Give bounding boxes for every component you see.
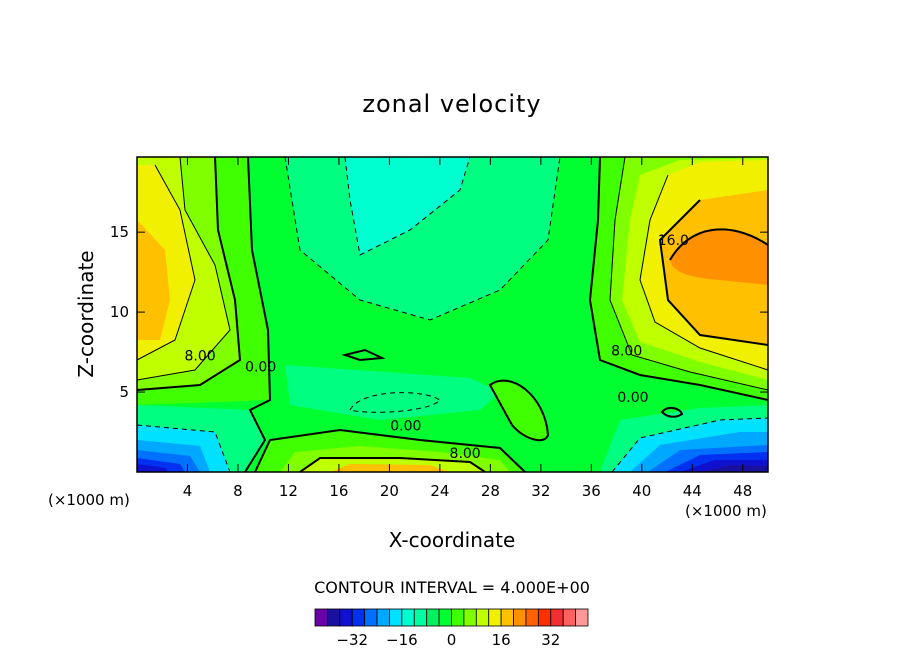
colorbar-tick-label: −16 — [386, 631, 418, 649]
colorbar-swatch — [426, 608, 440, 627]
y-axis-label: Z-coordinate — [74, 250, 98, 377]
y-tick-label: 15 — [110, 223, 129, 241]
x-unit-label-left: (×1000 m) — [48, 491, 130, 509]
colorbar-swatch — [339, 608, 353, 627]
contour-label: 16.0 — [658, 233, 689, 249]
x-tick-label: 28 — [481, 482, 500, 500]
x-tick-label: 12 — [279, 482, 298, 500]
contour-left-thin-2 — [137, 164, 196, 361]
contour-left-thin-1 — [137, 157, 231, 381]
x-tick-label: 8 — [233, 482, 243, 500]
contour-labels: 16.0 8.00 0.00 8.00 0.00 0.00 8.00 — [185, 233, 689, 462]
x-tick-label: 36 — [582, 482, 601, 500]
y-tick-label: 10 — [110, 303, 129, 321]
colorbar-tick-label: 32 — [541, 631, 560, 649]
contour-bottom-zero — [254, 428, 526, 472]
contour-left-zero — [244, 157, 272, 472]
x-unit-label-right: (×1000 m) — [685, 502, 767, 520]
x-tick-label: 24 — [430, 482, 449, 500]
colorbar-swatch — [401, 608, 415, 627]
colorbar-swatch — [513, 608, 527, 627]
colorbar-swatch — [451, 608, 465, 627]
field-region-left-gold — [137, 220, 170, 340]
contour-center-blob — [488, 379, 550, 442]
contour-label: 8.00 — [611, 343, 642, 359]
colorbar-swatch — [314, 608, 328, 627]
colorbar-tick-label: 16 — [492, 631, 511, 649]
chart-title: zonal velocity — [362, 90, 541, 118]
contour-blob-left — [341, 348, 386, 362]
x-axis: 4 8 12 16 20 24 28 32 36 40 44 48 — [183, 157, 752, 500]
colorbar-swatch — [413, 608, 428, 627]
colorbar-tick-label: −32 — [336, 631, 368, 649]
x-tick-label: 40 — [632, 482, 651, 500]
contour-bottom-right-dashed — [611, 417, 768, 472]
contour-field — [137, 157, 768, 472]
x-tick-label: 16 — [329, 482, 348, 500]
contour-right-thin-1 — [609, 157, 768, 391]
field-region-top-cyan — [345, 157, 470, 255]
contour-blob-right — [660, 406, 684, 418]
colorbar-swatch — [562, 608, 576, 627]
colorbar-swatch — [327, 608, 341, 627]
contour-label: 8.00 — [450, 446, 481, 462]
contour-label: 0.00 — [245, 359, 276, 375]
field-region-right-orange — [670, 229, 768, 285]
plot-frame — [136, 156, 769, 473]
contour-right-zero — [588, 157, 768, 401]
contour-right-max — [669, 228, 768, 261]
colorbar-swatch — [364, 608, 378, 627]
colorbar-swatch — [475, 608, 490, 627]
contour-right-thin-2 — [639, 174, 768, 371]
contour-center-dashed-2 — [344, 157, 471, 256]
x-tick-label: 4 — [183, 482, 193, 500]
y-tick-label: 5 — [119, 383, 129, 401]
colorbar-swatch — [351, 608, 366, 627]
colorbar-swatch — [376, 608, 390, 627]
colorbar-swatch — [537, 608, 552, 627]
colorbar-swatch — [575, 608, 589, 627]
x-axis-label: X-coordinate — [389, 528, 516, 552]
colorbar-swatch — [438, 608, 452, 627]
colorbar: −32 −16 0 16 32 — [314, 608, 589, 649]
contour-bottom-eight — [299, 457, 486, 472]
x-tick-label: 44 — [683, 482, 702, 500]
x-tick-label: 48 — [733, 482, 752, 500]
field-region-bottom-center-gold — [330, 464, 450, 472]
contour-lines — [137, 157, 768, 472]
contour-center-dashed-1 — [284, 157, 561, 321]
colorbar-swatch — [500, 608, 514, 627]
y-axis: 5 10 15 — [110, 223, 768, 401]
colorbar-swatch — [389, 608, 403, 627]
field-region-bottom-left-darkest — [137, 464, 168, 472]
contour-lines-bold — [137, 157, 768, 472]
contour-left-bold — [137, 157, 242, 391]
colorbar-swatch — [463, 608, 477, 627]
field-region-center-green — [490, 380, 548, 441]
contour-label: 0.00 — [617, 390, 648, 406]
colorbar-swatch — [525, 608, 539, 627]
field-region-bottom-right-purple — [700, 465, 768, 472]
x-tick-label: 32 — [531, 482, 550, 500]
colorbar-tick-label: 0 — [447, 631, 457, 649]
contour-label: 8.00 — [185, 348, 216, 364]
contour-right-bold-16 — [658, 199, 768, 346]
colorbar-swatch — [550, 608, 564, 627]
x-tick-label: 20 — [380, 482, 399, 500]
colorbar-swatch — [488, 608, 502, 627]
contour-label: 0.00 — [390, 419, 421, 435]
contour-interval-text: CONTOUR INTERVAL = 4.000E+00 — [314, 578, 590, 597]
